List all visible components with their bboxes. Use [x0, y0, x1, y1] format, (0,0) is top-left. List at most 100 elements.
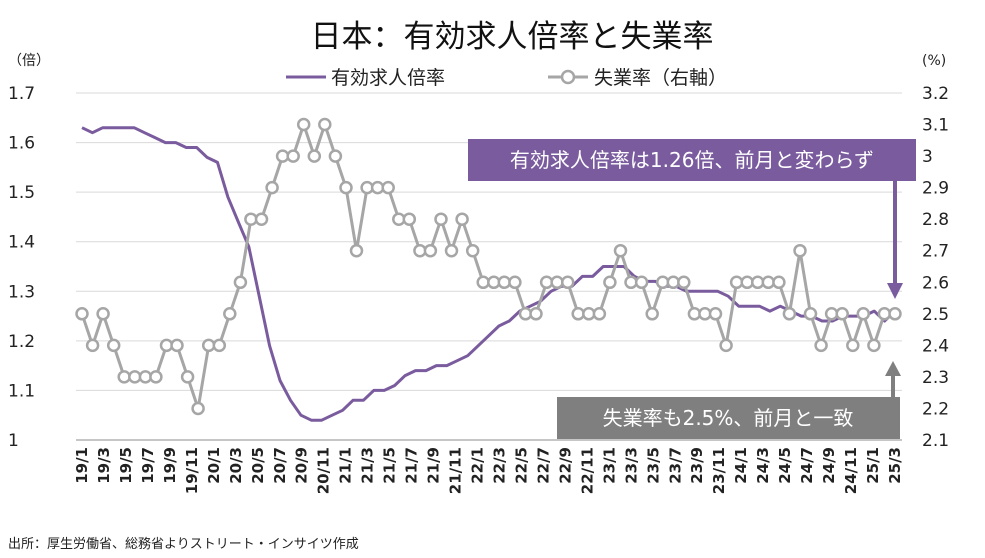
data-point	[613, 243, 628, 258]
right-tick-label: 2.9	[922, 179, 949, 199]
data-point	[729, 275, 744, 290]
data-point	[582, 307, 596, 321]
x-tick-label: 24/9	[820, 447, 838, 484]
data-point	[465, 243, 480, 258]
left-tick-label: 1.1	[8, 381, 35, 401]
x-tick-label: 20/5	[249, 447, 267, 484]
x-tick-label: 23/9	[688, 447, 706, 484]
x-tick-label: 21/9	[425, 447, 443, 484]
data-point	[85, 338, 100, 353]
right-tick-label: 2.2	[922, 399, 949, 419]
right-tick-label: 2.7	[922, 242, 949, 262]
data-point	[529, 307, 543, 321]
data-point	[761, 275, 776, 290]
x-tick-label: 24/7	[798, 447, 816, 484]
data-point	[846, 338, 860, 353]
data-point	[603, 275, 617, 290]
left-tick-label: 1.5	[8, 183, 35, 203]
data-point	[645, 307, 659, 321]
x-tick-label: 22/3	[490, 447, 508, 484]
data-point	[423, 243, 438, 258]
data-point	[444, 243, 459, 258]
right-tick-label: 2.5	[922, 305, 949, 325]
x-axis-ticks: 19/1 19/3 19/5 19/7 19/9 19/11 20/1 20/3 20/5 20/…	[73, 447, 904, 494]
annotation-unemployment-arrow-head	[885, 361, 901, 376]
data-point	[328, 149, 343, 163]
data-point	[318, 117, 332, 132]
data-point	[793, 243, 807, 258]
data-point	[233, 275, 248, 290]
data-point	[307, 149, 322, 163]
x-tick-label: 22/5	[512, 447, 530, 484]
right-tick-label: 2.8	[922, 210, 949, 230]
x-tick-label: 25/3	[886, 447, 904, 484]
x-tick-label: 21/1	[337, 447, 355, 484]
data-point	[708, 307, 723, 321]
x-tick-label: 19/1	[73, 447, 91, 484]
series-line	[81, 126, 897, 422]
right-tick-label: 2.4	[922, 336, 949, 356]
x-tick-label: 20/7	[271, 447, 289, 484]
data-point	[508, 275, 522, 290]
x-tick-label: 24/3	[754, 447, 772, 484]
legend-marker-unemployment	[560, 69, 576, 85]
right-axis-unit: (%)	[922, 53, 946, 69]
data-point	[560, 275, 575, 290]
x-tick-label: 19/3	[95, 447, 113, 484]
legend-label-unemployment: 失業率（右軸）	[594, 67, 727, 89]
data-point	[677, 275, 691, 290]
x-tick-label: 19/11	[183, 447, 201, 494]
chart-title: 日本：有効求人倍率と失業率	[311, 19, 714, 55]
data-point	[402, 212, 417, 226]
data-point	[212, 338, 227, 353]
series-unemployment	[75, 117, 902, 416]
data-point	[191, 401, 205, 416]
left-tick-label: 1.7	[8, 84, 35, 104]
x-tick-label: 23/11	[710, 447, 728, 494]
annotation-unemployment: 失業率も2.5%、前月と一致	[557, 361, 901, 439]
data-point	[170, 338, 184, 353]
right-tick-label: 2.6	[922, 273, 949, 293]
right-tick-label: 2.1	[922, 431, 949, 451]
x-tick-label: 20/9	[293, 447, 311, 484]
x-tick-label: 20/1	[205, 447, 223, 484]
x-tick-label: 21/7	[403, 447, 421, 484]
x-tick-label: 25/1	[864, 447, 882, 484]
data-point	[223, 307, 237, 321]
data-point	[434, 212, 448, 226]
right-axis-ticks: 2.1 2.2 2.3 2.4 2.5 2.6 2.7 2.8 2.9 3 3.1 3.2	[922, 84, 949, 451]
x-tick-label: 22/11	[578, 447, 596, 494]
x-tick-label: 19/7	[139, 447, 157, 484]
left-axis-ticks: 1 1.1 1.2 1.3 1.4 1.5 1.6 1.7	[8, 84, 35, 451]
legend-label-jobs-ratio: 有効求人倍率	[331, 67, 445, 89]
x-tick-label: 23/5	[644, 447, 662, 484]
data-point	[719, 338, 733, 353]
data-point	[455, 212, 469, 226]
x-tick-label: 19/5	[117, 447, 135, 484]
data-point	[349, 243, 364, 258]
data-point	[772, 275, 786, 290]
annotation-jobs-ratio-box	[468, 139, 916, 181]
data-point	[286, 149, 300, 163]
data-point	[180, 370, 195, 384]
x-tick-label: 20/11	[315, 447, 333, 494]
x-tick-label: 23/3	[622, 447, 640, 484]
data-point	[856, 307, 871, 321]
annotation-jobs-ratio: 有効求人倍率は1.26倍、前月と変わらず	[468, 139, 916, 299]
legend: 有効求人倍率 失業率（右軸）	[286, 67, 727, 89]
x-tick-label: 24/1	[732, 447, 750, 484]
data-point	[96, 307, 110, 321]
left-axis-unit: （倍）	[8, 53, 50, 69]
x-tick-label: 21/3	[359, 447, 377, 484]
annotation-jobs-ratio-text: 有効求人倍率は1.26倍、前月と変わらず	[510, 148, 874, 172]
right-tick-label: 2.3	[922, 368, 949, 388]
data-point	[803, 307, 818, 321]
data-point	[824, 307, 839, 321]
x-tick-label: 23/7	[666, 447, 684, 484]
x-tick-label: 24/5	[776, 447, 794, 484]
x-tick-label: 22/7	[534, 447, 552, 484]
left-tick-label: 1.6	[8, 134, 35, 154]
data-point	[339, 180, 353, 195]
data-point	[835, 307, 849, 321]
